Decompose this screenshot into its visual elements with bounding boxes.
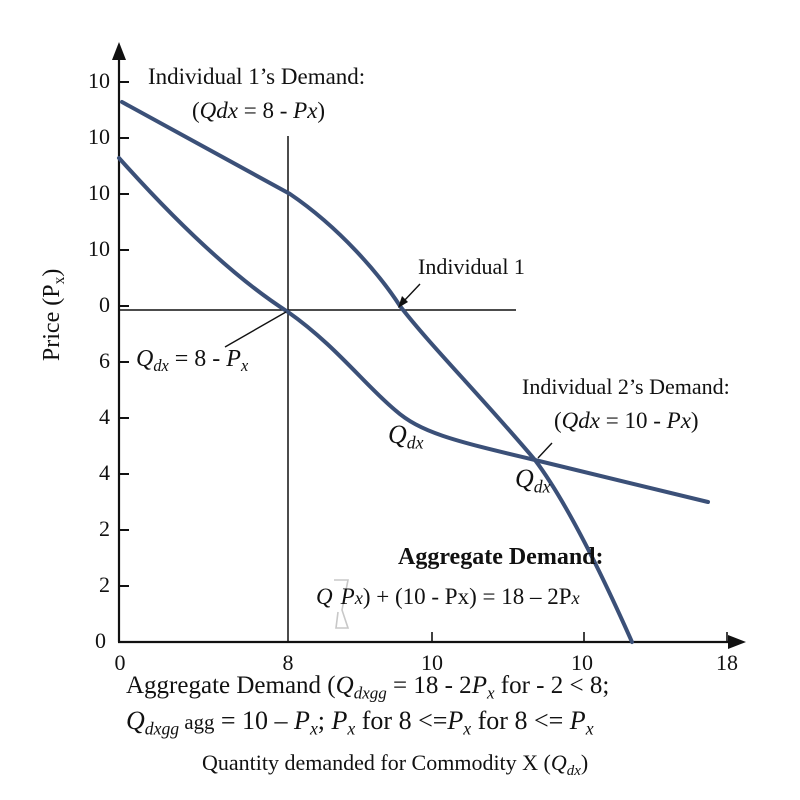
y-tick-label: 0 bbox=[99, 292, 110, 317]
y-tick-label: 6 bbox=[99, 348, 110, 373]
x-tick-label: 18 bbox=[716, 650, 738, 675]
individual-1-demand-equation: (Qdx = 8 - Px) bbox=[192, 98, 326, 123]
x-axis-title: Quantity demanded for Commodity X (Qdx) bbox=[202, 750, 589, 779]
left-demand-equation: Qdx = 8 - Px bbox=[136, 346, 249, 376]
arrow-head-icon bbox=[398, 296, 408, 308]
x-tick-label: 8 bbox=[282, 650, 294, 675]
aggregate-demand-title: Aggregate Demand: bbox=[398, 544, 604, 570]
y-tick-label: 4 bbox=[99, 404, 110, 429]
left-eq-pointer-line bbox=[224, 311, 287, 348]
aggregate-demand-summary-line-2: Qdxgg agg = 10 – Px; Px for 8 <=Px for 8… bbox=[126, 706, 594, 739]
individual-1-pointer-line bbox=[402, 283, 421, 303]
ind2-pointer-line bbox=[537, 442, 553, 459]
individual-1-demand-title: Individual 1’s Demand: bbox=[148, 64, 366, 89]
qdx-curve-label-2: Qdx bbox=[515, 464, 551, 497]
y-ticks bbox=[119, 81, 129, 587]
individual-1-demand-curve bbox=[120, 100, 634, 644]
y-axis-title: Price (Px) bbox=[39, 268, 68, 362]
y-tick-label: 2 bbox=[99, 516, 110, 541]
x-axis-arrow-icon bbox=[728, 635, 746, 649]
aggregate-demand-summary-line-1: Aggregate Demand (Qdxgg = 18 - 2Px for -… bbox=[126, 672, 610, 703]
faint-artifact-glyph bbox=[334, 579, 350, 629]
individual-2-demand-equation: (Qdx = 10 - Px) bbox=[554, 408, 699, 433]
y-tick-label: 10 bbox=[88, 68, 110, 93]
x-tick-label: 10 bbox=[421, 650, 443, 675]
x-tick-label: 0 bbox=[114, 650, 126, 675]
aggregate-demand-equation: Q Px) + (10 - Px) = 18 – 2Px bbox=[316, 584, 580, 609]
x-tick-label: 10 bbox=[571, 650, 593, 675]
individual-2-demand-curve bbox=[117, 156, 710, 504]
y-tick-label: 10 bbox=[88, 236, 110, 261]
y-tick-label: 10 bbox=[88, 180, 110, 205]
y-tick-label: 0 bbox=[95, 628, 106, 653]
individual-1-pointer-label: Individual 1 bbox=[418, 254, 525, 279]
y-axis-arrow-icon bbox=[112, 42, 126, 60]
y-tick-label: 10 bbox=[88, 124, 110, 149]
qdx-curve-label-1: Qdx bbox=[388, 420, 424, 453]
x-ticks bbox=[431, 632, 728, 642]
individual-2-demand-title: Individual 2’s Demand: bbox=[522, 374, 730, 399]
y-tick-label: 4 bbox=[99, 460, 110, 485]
y-tick-label: 2 bbox=[99, 572, 110, 597]
